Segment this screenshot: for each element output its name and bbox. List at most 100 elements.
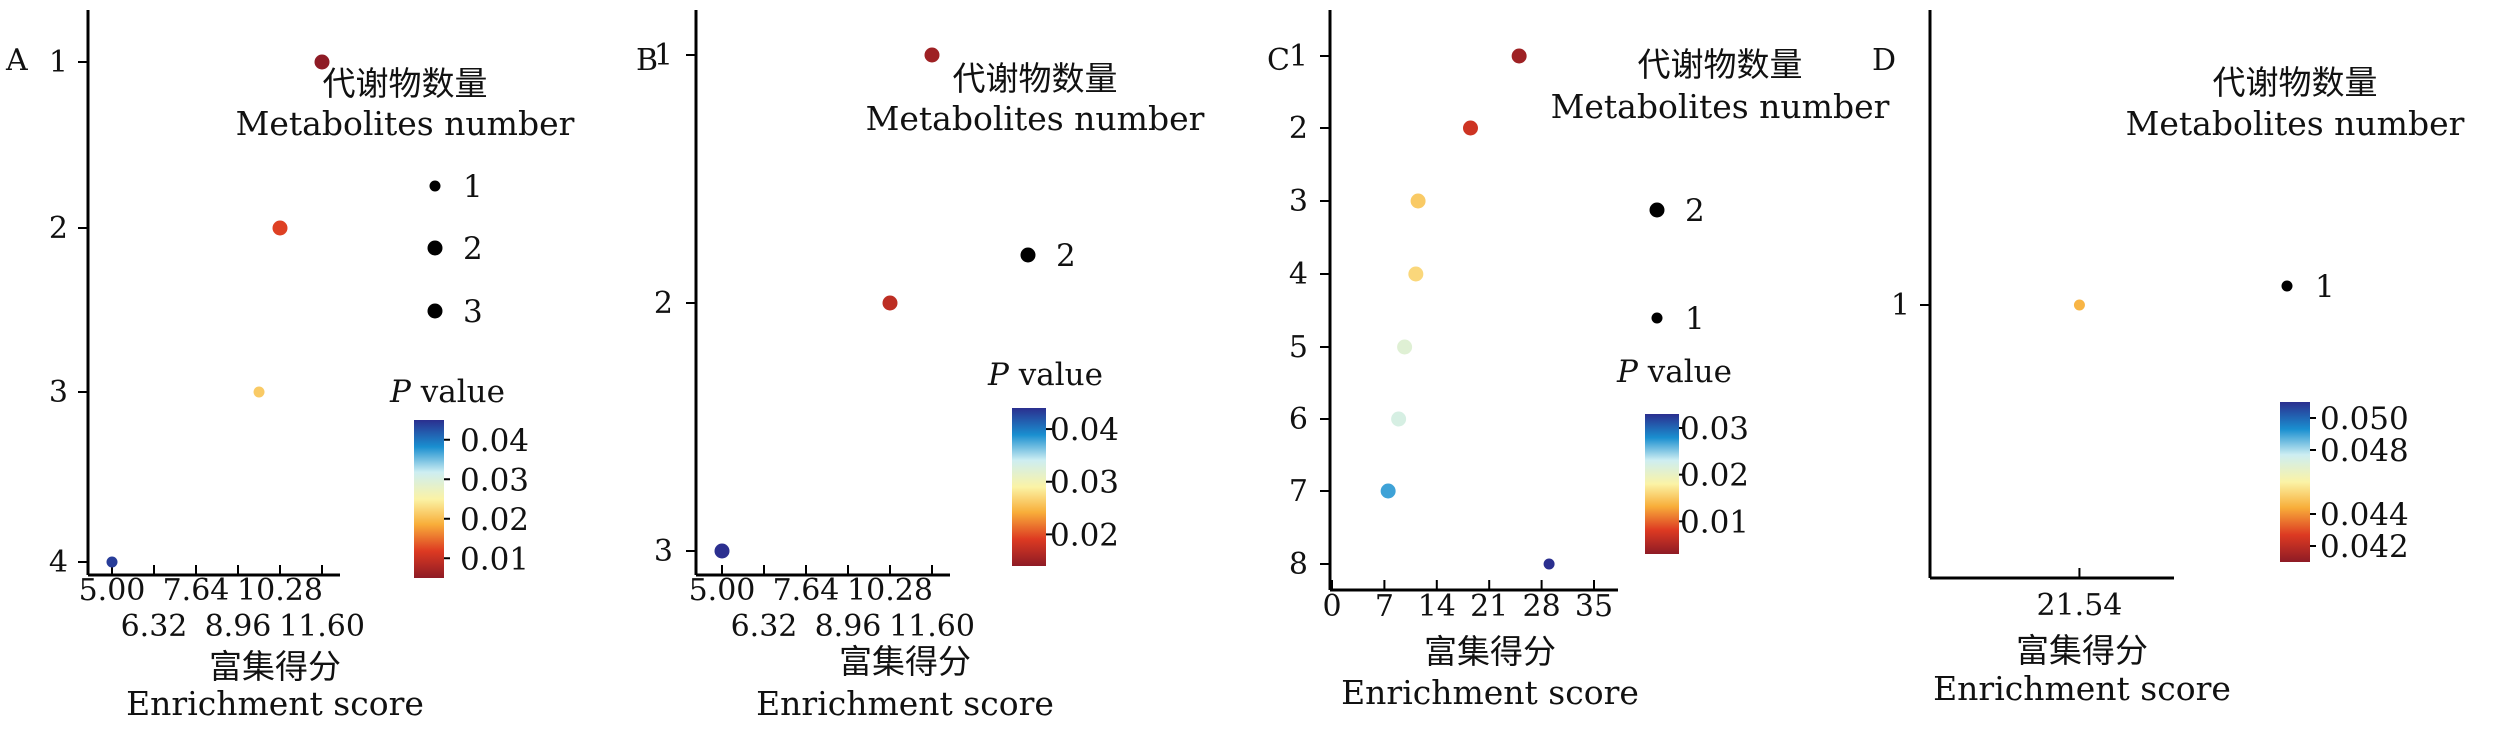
data-point <box>106 556 118 568</box>
colorbar-title-p: P <box>1616 354 1639 390</box>
legend-title-en: Metabolites number <box>866 99 1205 138</box>
colorbar-tick-label: 0.04 <box>460 423 529 459</box>
x-tick-label: 11.60 <box>889 609 975 644</box>
y-tick-label: 1 <box>1289 39 1308 74</box>
panel-label: A <box>5 43 28 78</box>
x-tick-label: 8.96 <box>815 609 882 644</box>
legend-label: 2 <box>463 231 483 267</box>
colorbar-tick-label: 0.02 <box>1050 517 1119 553</box>
colorbar-title-p: P <box>987 357 1010 393</box>
colorbar <box>1645 414 1679 554</box>
y-tick-label: 4 <box>49 545 68 580</box>
colorbar-tick-label: 0.044 <box>2320 497 2409 533</box>
legend-marker <box>1020 247 1036 263</box>
legend-label: 1 <box>1685 301 1705 337</box>
x-tick-label: 5.00 <box>689 573 756 608</box>
colorbar-tick-label: 0.03 <box>1050 465 1119 501</box>
colorbar-title-p: P <box>389 374 412 410</box>
legend-marker <box>1651 312 1663 324</box>
colorbar-tick-label: 0.04 <box>1050 412 1119 448</box>
data-point <box>1408 266 1424 282</box>
legend-label: 2 <box>1056 238 1076 274</box>
x-tick-label: 10.28 <box>237 573 323 608</box>
x-tick-label: 14 <box>1418 589 1456 624</box>
legend-marker <box>427 303 443 319</box>
legend-label: 3 <box>463 294 483 330</box>
colorbar-tick-label: 0.03 <box>460 462 529 498</box>
y-tick-label: 4 <box>1289 257 1308 292</box>
colorbar-title: P value <box>389 374 505 410</box>
y-tick-label: 1 <box>1891 288 1910 323</box>
y-tick-label: 6 <box>1289 402 1308 437</box>
x-tick-label: 7 <box>1375 589 1394 624</box>
y-tick-label: 3 <box>49 375 68 410</box>
x-tick-label: 35 <box>1575 589 1613 624</box>
data-point <box>1511 48 1527 64</box>
legend-title-en: Metabolites number <box>1551 87 1890 126</box>
data-point <box>314 54 330 70</box>
y-tick-label: 8 <box>1289 547 1308 582</box>
panel-label: C <box>1267 43 1290 78</box>
panel-label: B <box>636 43 658 78</box>
y-tick-label: 2 <box>49 211 68 246</box>
y-tick-label: 3 <box>1289 184 1308 219</box>
x-tick-label: 28 <box>1523 589 1561 624</box>
x-tick-label: 0 <box>1322 589 1341 624</box>
y-tick-label: 5 <box>1289 330 1308 365</box>
x-axis-label-cn: 富集得分 <box>209 647 341 686</box>
data-point <box>2073 299 2085 311</box>
y-tick-label: 1 <box>654 38 673 73</box>
panel-b: B1 2 3 5.00 7.64 10.28 6.32 8.96 11.60富集得分Enrich… <box>636 10 1205 723</box>
x-axis-label-en: Enrichment score <box>1933 669 2231 708</box>
legend-title-cn: 代谢物数量 <box>1638 45 1803 84</box>
colorbar-title-value: value <box>1638 354 1732 390</box>
legend-marker <box>2281 280 2293 292</box>
data-point <box>1543 558 1555 570</box>
colorbar-title-value: value <box>411 374 505 410</box>
x-axis-label-en: Enrichment score <box>756 684 1054 723</box>
x-tick-label: 7.64 <box>773 573 840 608</box>
colorbar-tick-label: 0.02 <box>1680 458 1749 494</box>
y-tick-label: 7 <box>1289 474 1308 509</box>
colorbar-title-value: value <box>1009 357 1103 393</box>
colorbar-tick-label: 0.050 <box>2320 401 2409 437</box>
x-tick-label: 11.60 <box>279 609 365 644</box>
colorbar-tick-label: 0.01 <box>460 541 529 577</box>
x-tick-label: 21.54 <box>2036 588 2122 623</box>
legend-title-en: Metabolites number <box>2126 104 2465 143</box>
legend-title-en: Metabolites number <box>236 104 575 143</box>
data-point <box>1380 483 1396 499</box>
data-point <box>882 295 898 311</box>
colorbar <box>414 420 444 578</box>
colorbar <box>2280 402 2310 562</box>
x-tick-label: 8.96 <box>205 609 272 644</box>
colorbar <box>1012 408 1046 566</box>
y-tick-label: 2 <box>654 286 673 321</box>
legend-title-cn: 代谢物数量 <box>323 64 488 103</box>
x-tick-label: 6.32 <box>121 609 188 644</box>
y-tick-label: 1 <box>49 45 68 80</box>
x-axis-label-en: Enrichment score <box>1341 673 1639 712</box>
x-tick-label: 6.32 <box>731 609 798 644</box>
x-axis-label-cn: 富集得分 <box>839 642 971 681</box>
data-point <box>1391 411 1407 427</box>
colorbar-title: P value <box>987 357 1103 393</box>
legend-label: 1 <box>2315 269 2335 305</box>
data-point <box>272 220 288 236</box>
x-axis-label-cn: 富集得分 <box>1424 632 1556 671</box>
data-point <box>253 386 265 398</box>
panel-label: D <box>1872 43 1896 78</box>
colorbar-title: P value <box>1616 354 1732 390</box>
data-point <box>714 543 730 559</box>
y-tick-label: 2 <box>1289 111 1308 146</box>
legend-title-cn: 代谢物数量 <box>2213 63 2378 102</box>
legend-marker <box>1649 202 1665 218</box>
colorbar-tick-label: 0.03 <box>1680 411 1749 447</box>
y-tick-label: 3 <box>654 534 673 569</box>
colorbar-tick-label: 0.048 <box>2320 433 2409 469</box>
